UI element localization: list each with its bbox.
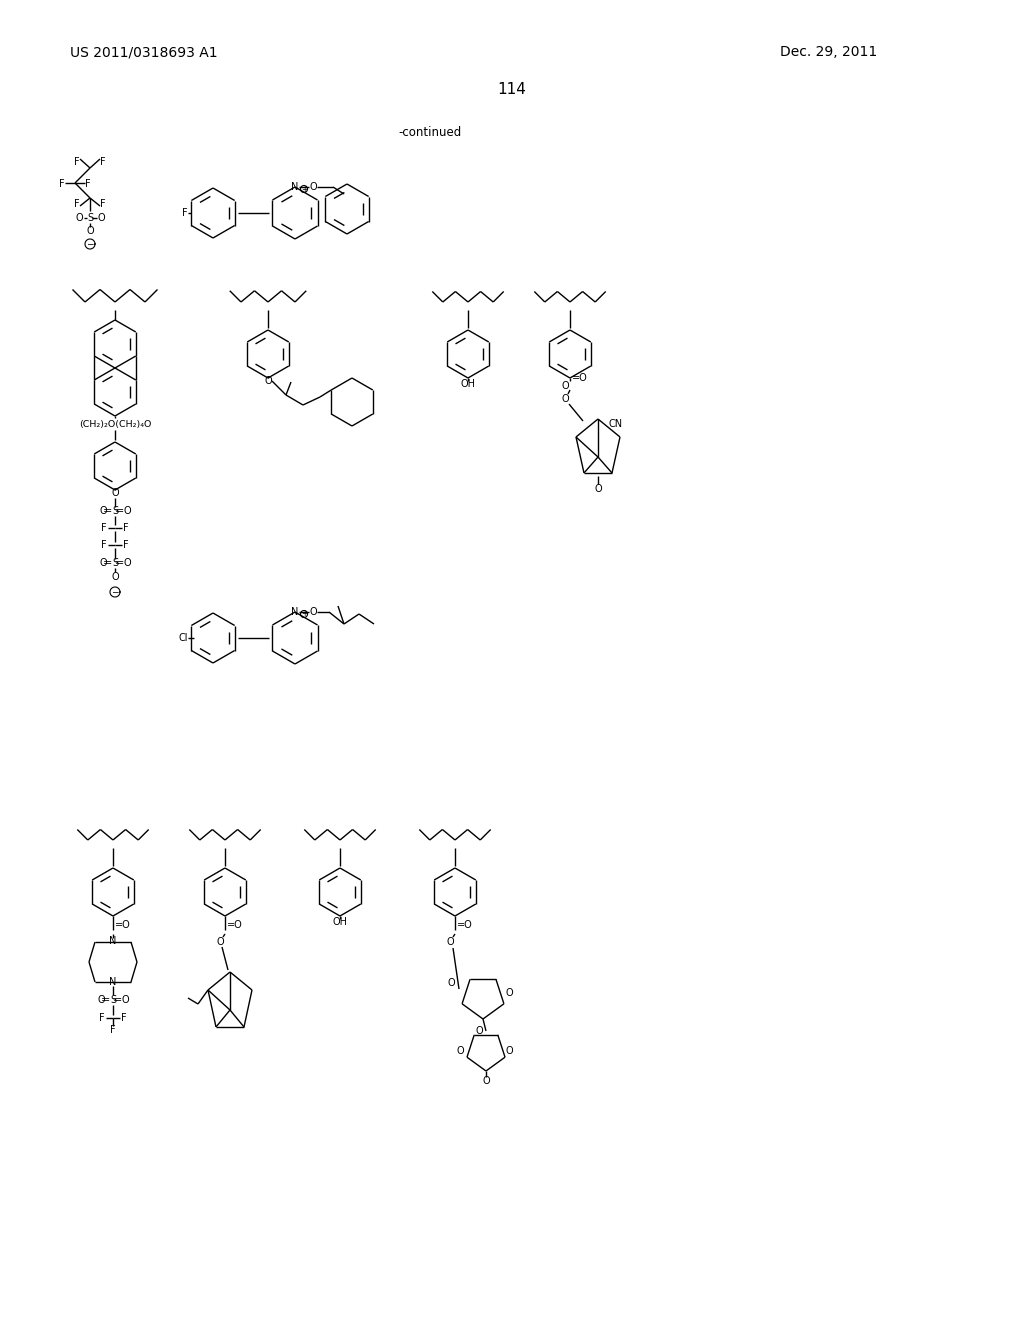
Text: O: O [475,1026,482,1036]
Text: F: F [121,1012,127,1023]
Text: F: F [100,199,105,209]
Text: OH: OH [333,917,347,927]
Text: =: = [100,995,110,1005]
Text: F: F [123,540,129,550]
Text: US 2011/0318693 A1: US 2011/0318693 A1 [70,45,218,59]
Text: O: O [86,226,94,236]
Text: F: F [123,523,129,533]
Text: O: O [123,506,131,516]
Text: F: F [182,209,187,218]
Text: =O: =O [457,920,473,931]
Text: =: = [102,558,112,568]
Text: =O: =O [115,920,131,931]
Text: 114: 114 [498,82,526,98]
Text: N: N [291,607,299,616]
Text: O: O [123,558,131,568]
Text: =O: =O [227,920,243,931]
Text: O: O [505,987,513,998]
Text: CN: CN [609,418,623,429]
Text: F: F [101,540,106,550]
Text: +: + [301,610,307,619]
Text: S: S [110,995,116,1005]
Text: F: F [59,180,65,189]
Text: O: O [482,1076,489,1086]
Text: N: N [110,936,117,946]
Text: F: F [85,180,91,189]
Text: O: O [216,937,224,946]
Text: F: F [101,523,106,533]
Text: =: = [116,506,125,516]
Text: Cl: Cl [178,634,187,643]
Text: O: O [112,572,119,582]
Text: F: F [111,1026,116,1035]
Text: Dec. 29, 2011: Dec. 29, 2011 [780,45,878,59]
Text: =: = [116,558,125,568]
Text: N: N [110,977,117,987]
Text: O: O [99,558,106,568]
Text: −: − [112,587,119,597]
Text: S: S [87,213,93,223]
Text: O: O [264,376,271,385]
Text: F: F [74,157,80,168]
Text: =O: =O [572,374,588,383]
Text: O: O [121,995,129,1005]
Text: O: O [561,381,568,391]
Text: S: S [112,558,118,568]
Text: O: O [309,182,316,191]
Text: O: O [561,393,568,404]
Text: F: F [74,199,80,209]
Text: OH: OH [461,379,475,389]
Text: S: S [112,506,118,516]
Text: O: O [446,937,454,946]
Text: -continued: -continued [398,127,462,140]
Text: =: = [114,995,123,1005]
Text: O: O [447,978,455,987]
Text: O: O [309,607,316,616]
Text: O: O [505,1045,513,1056]
Text: O: O [97,995,104,1005]
Text: O: O [99,506,106,516]
Text: (CH₂)₂O(CH₂)₄O: (CH₂)₂O(CH₂)₄O [79,420,152,429]
Text: O: O [97,213,104,223]
Text: +: + [301,185,307,194]
Text: O: O [112,488,119,498]
Text: O: O [75,213,83,223]
Text: F: F [99,1012,104,1023]
Text: N: N [291,182,299,191]
Text: −: − [86,239,94,248]
Text: O: O [456,1045,464,1056]
Text: =: = [102,506,112,516]
Text: F: F [100,157,105,168]
Text: O: O [594,484,602,494]
